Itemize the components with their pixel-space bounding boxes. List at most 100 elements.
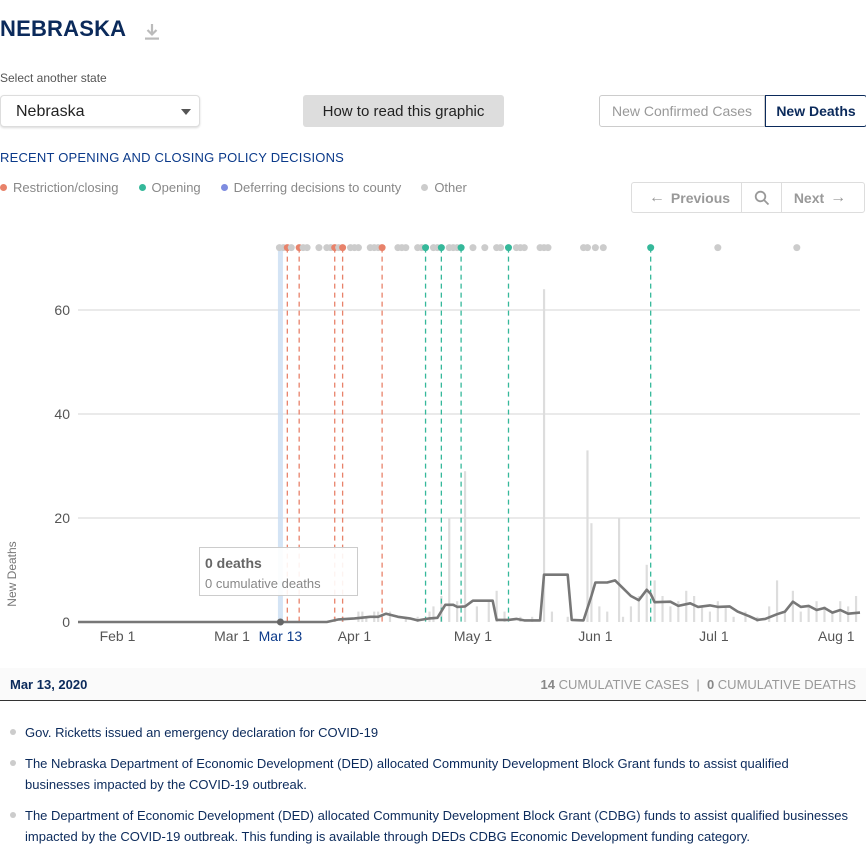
legend-item-opening: Opening xyxy=(138,180,201,195)
state-select[interactable]: Nebraska xyxy=(0,95,200,127)
bullet-icon xyxy=(10,729,16,735)
event-text: Gov. Ricketts issued an emergency declar… xyxy=(25,725,379,740)
policy-marker xyxy=(469,244,477,252)
policy-marker xyxy=(378,244,386,252)
cumulative-deaths-label: CUMULATIVE DEATHS xyxy=(717,677,856,692)
legend-label: Deferring decisions to county xyxy=(233,180,402,195)
deaths-chart: 0 20 40 60 New Deaths Feb 1 Mar 1 Apr 1 May 1 Jun… xyxy=(5,244,861,644)
bar xyxy=(495,590,498,622)
policy-marker xyxy=(599,244,607,252)
tooltip-cumulative: 0 cumulative deaths xyxy=(205,576,321,591)
policy-marker xyxy=(591,244,599,252)
event-item: The Nebraska Department of Economic Deve… xyxy=(10,753,850,795)
bar xyxy=(724,606,727,622)
cumulative-cases-count: 14 xyxy=(540,677,555,692)
legend-dot xyxy=(0,184,7,191)
policy-marker xyxy=(402,244,410,252)
x-tick-label: Jun 1 xyxy=(578,628,612,644)
policy-marker xyxy=(504,244,512,252)
previous-button[interactable]: ← Previous xyxy=(632,183,742,212)
bar xyxy=(716,601,719,622)
bar xyxy=(744,611,747,622)
state-select-value: Nebraska xyxy=(16,103,85,120)
bar xyxy=(428,611,431,622)
next-button[interactable]: Next → xyxy=(782,183,864,212)
y-axis-label: New Deaths xyxy=(5,541,19,606)
policy-marker xyxy=(303,244,311,252)
bar xyxy=(732,616,735,622)
legend-dot xyxy=(138,184,146,191)
chevron-down-icon xyxy=(181,109,191,115)
bar xyxy=(637,596,640,622)
bar xyxy=(799,611,802,622)
y-tick-label: 60 xyxy=(54,302,70,318)
selected-date-bar: Mar 13, 2020 14 CUMULATIVE CASES | 0 CUM… xyxy=(0,668,866,701)
legend-dot xyxy=(421,184,429,191)
cumulative-stats: 14 CUMULATIVE CASES | 0 CUMULATIVE DEATH… xyxy=(540,677,856,692)
bar xyxy=(791,590,794,622)
bar xyxy=(487,601,490,622)
bar xyxy=(404,616,407,622)
arrow-left-icon: ← xyxy=(648,188,665,206)
legend-item-restriction: Restriction/closing xyxy=(0,180,119,195)
policy-marker xyxy=(647,244,655,252)
bar xyxy=(823,606,826,622)
bullet-icon xyxy=(10,760,16,766)
arrow-right-icon: → xyxy=(830,188,847,206)
bar xyxy=(661,596,664,622)
x-tick-label: Mar 1 xyxy=(214,628,250,644)
x-tick-label: Jul 1 xyxy=(699,628,729,644)
bar xyxy=(448,518,451,622)
stats-separator: | xyxy=(696,677,700,692)
bar xyxy=(815,601,818,622)
selected-point xyxy=(276,618,284,626)
legend-label: Opening xyxy=(151,180,201,195)
event-text: The Nebraska Department of Economic Deve… xyxy=(25,756,789,792)
y-tick-label: 0 xyxy=(62,614,70,630)
bullet-icon xyxy=(10,812,16,818)
policy-marker xyxy=(422,244,430,252)
event-pager: ← Previous Next → xyxy=(631,182,865,213)
policy-marker xyxy=(339,244,347,252)
legend-dot xyxy=(220,184,228,191)
selected-date-highlight xyxy=(277,247,283,622)
policy-marker xyxy=(287,244,295,252)
policy-marker xyxy=(457,244,465,252)
bar xyxy=(503,611,506,622)
bar xyxy=(669,606,672,622)
bar xyxy=(606,611,609,622)
legend-item-other: Other xyxy=(421,180,467,195)
bar xyxy=(388,611,392,622)
bar xyxy=(708,611,712,622)
bar xyxy=(807,606,810,622)
bar xyxy=(677,601,680,622)
bar xyxy=(700,606,704,622)
policy-marker xyxy=(497,244,505,252)
bar xyxy=(566,616,569,622)
event-text: The Department of Economic Development (… xyxy=(25,808,848,844)
search-button[interactable] xyxy=(742,183,782,212)
legend-label: Other xyxy=(434,180,467,195)
legend-label: Restriction/closing xyxy=(13,180,119,195)
tooltip-deaths: 0 deaths xyxy=(205,555,262,571)
policy-marker xyxy=(520,244,528,252)
selected-date-tick-label: Mar 13 xyxy=(259,628,303,644)
x-tick-label: May 1 xyxy=(454,628,492,644)
bar xyxy=(768,606,771,622)
new-confirmed-cases-button[interactable]: New Confirmed Cases xyxy=(599,95,765,127)
metric-toggle: New Confirmed Cases New Deaths xyxy=(599,95,866,127)
search-icon xyxy=(754,190,769,205)
bar xyxy=(783,611,787,622)
policy-heading: RECENT OPENING AND CLOSING POLICY DECISI… xyxy=(0,150,345,165)
bar xyxy=(645,564,648,622)
bar xyxy=(693,596,696,622)
bar xyxy=(365,616,368,622)
event-item: Gov. Ricketts issued an emergency declar… xyxy=(10,722,850,743)
bar xyxy=(617,518,621,622)
bar xyxy=(775,580,779,622)
new-deaths-button[interactable]: New Deaths xyxy=(765,95,866,127)
policy-legend: Restriction/closing Opening Deferring de… xyxy=(0,180,487,195)
download-icon[interactable] xyxy=(143,22,161,42)
how-to-read-button[interactable]: How to read this graphic xyxy=(303,95,504,127)
legend-item-deferring: Deferring decisions to county xyxy=(220,180,402,195)
